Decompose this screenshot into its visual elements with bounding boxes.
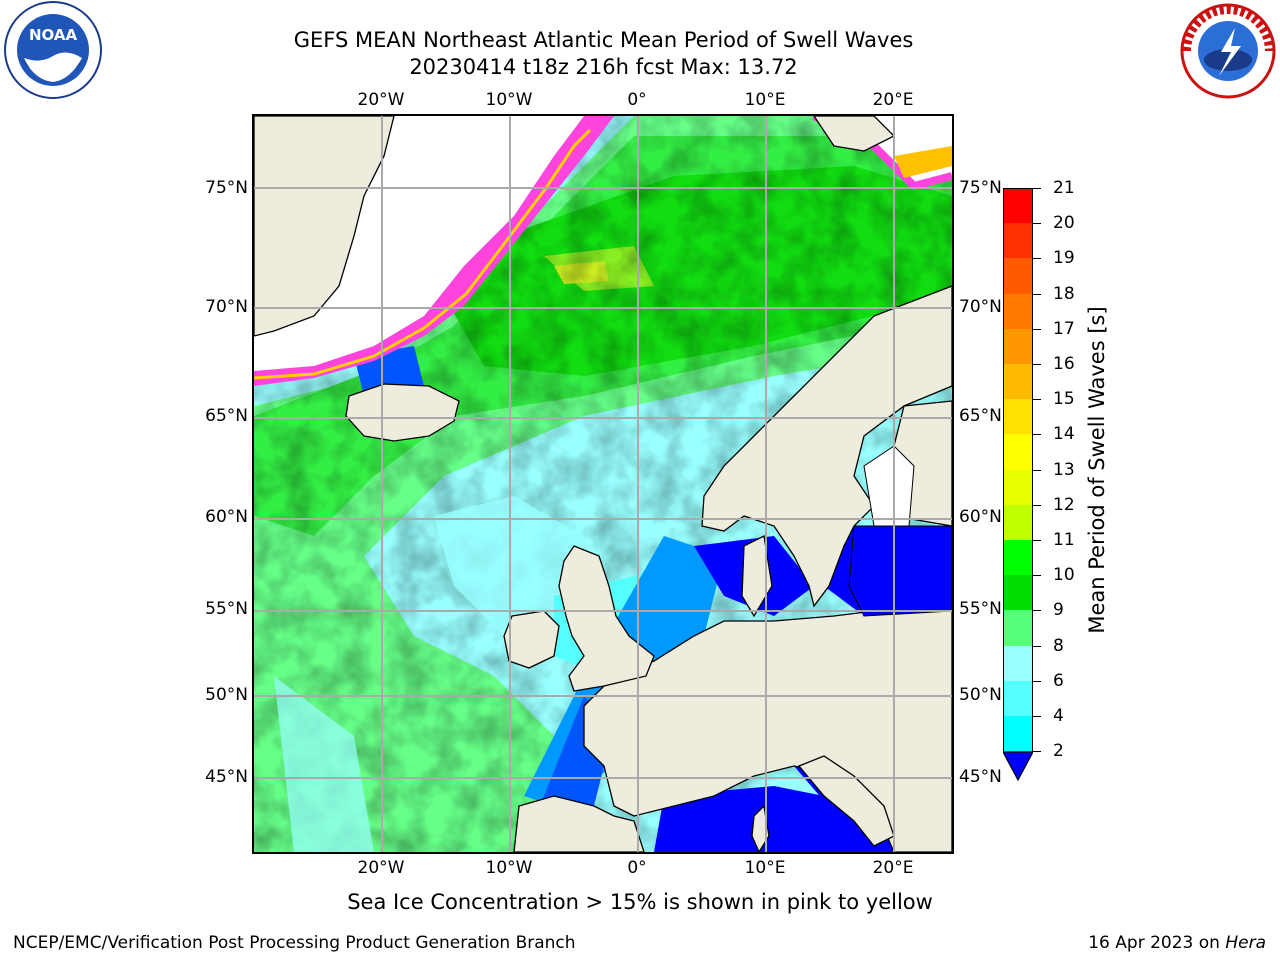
colorbar-segment [1003, 680, 1033, 717]
colorbar-tick [1033, 293, 1041, 295]
lon-label-top-20e: 20°E [872, 90, 914, 110]
lat-label-left-50n: 50°N [205, 685, 248, 705]
lat-label-right-75n: 75°N [959, 178, 1002, 198]
colorbar-tick [1033, 645, 1041, 647]
colorbar-tick [1033, 258, 1041, 260]
colorbar-tick [1033, 540, 1041, 541]
colorbar-tick [1033, 188, 1041, 189]
footer-machine: Hera [1225, 933, 1266, 953]
lon-label-bottom-20w: 20°W [357, 858, 405, 878]
colorbar-tick [1033, 469, 1041, 471]
colorbar-tick [1033, 364, 1041, 365]
chart-subtitle: 20230414 t18z 216h fcst Max: 13.72 [409, 55, 798, 79]
colorbar-tick [1033, 434, 1041, 436]
colorbar-tick-label: 21 [1053, 178, 1075, 198]
colorbar-tick [1033, 610, 1041, 612]
colorbar-tick [1033, 399, 1041, 401]
sea-ice-note: Sea Ice Concentration > 15% is shown in … [347, 890, 933, 914]
lat-label-right-55n: 55°N [959, 599, 1002, 619]
colorbar-segment [1003, 575, 1033, 611]
colorbar-tick-label: 16 [1053, 354, 1075, 374]
lon-label-bottom-10e: 10°E [744, 858, 786, 878]
lon-label-top-10e: 10°E [744, 90, 786, 110]
colorbar-tick-label: 6 [1053, 670, 1064, 691]
lat-label-left-70n: 70°N [205, 297, 248, 317]
lon-label-bottom-20e: 20°E [872, 858, 914, 878]
colorbar-segment [1003, 469, 1033, 506]
lat-label-right-70n: 70°N [959, 297, 1002, 317]
colorbar-segment [1003, 716, 1033, 752]
colorbar-tick-label: 10 [1053, 565, 1075, 586]
lon-label-top-0: 0° [627, 90, 647, 110]
lat-label-left-55n: 55°N [205, 599, 248, 619]
colorbar-segment [1003, 258, 1033, 295]
colorbar-tick [1033, 328, 1041, 330]
colorbar-segment [1003, 399, 1033, 435]
colorbar-segment [1003, 328, 1033, 365]
colorbar-tick-label: 12 [1053, 494, 1075, 515]
lon-label-top-10w: 10°W [485, 90, 533, 110]
colorbar-segment [1003, 540, 1033, 576]
colorbar-tick-label: 9 [1053, 600, 1064, 621]
colorbar-tick-label: 4 [1053, 706, 1064, 726]
svg-text:NOAA: NOAA [29, 26, 78, 44]
colorbar-tick [1033, 716, 1041, 717]
colorbar-segment [1003, 188, 1033, 224]
lat-label-right-60n: 60°N [959, 507, 1002, 527]
lat-label-left-45n: 45°N [205, 767, 248, 787]
national-weather-service-logo [1180, 3, 1276, 99]
colorbar-tick [1033, 504, 1041, 506]
colorbar-segment [1003, 434, 1033, 471]
colorbar-tick-label: 14 [1053, 424, 1075, 445]
colorbar-segment [1003, 364, 1033, 400]
colorbar-segment [1003, 610, 1033, 647]
lat-label-right-65n: 65°N [959, 406, 1002, 426]
colorbar-segment [1003, 504, 1033, 541]
colorbar-tick-label: 8 [1053, 635, 1064, 656]
map-panel [252, 114, 954, 854]
colorbar-segment [1003, 645, 1033, 682]
colorbar-tick-label: 2 [1053, 741, 1064, 762]
colorbar-tick [1033, 223, 1041, 225]
colorbar-tick-label: 11 [1053, 530, 1075, 550]
colorbar-tick-label: 13 [1053, 459, 1075, 480]
colorbar-tick-label: 20 [1053, 213, 1075, 234]
lon-label-bottom-0: 0° [627, 858, 647, 878]
lat-label-left-60n: 60°N [205, 507, 248, 527]
colorbar-tick [1033, 751, 1041, 753]
lat-label-right-50n: 50°N [959, 685, 1002, 705]
colorbar-tick [1033, 575, 1041, 577]
lat-label-left-75n: 75°N [205, 178, 248, 198]
footer-credit: NCEP/EMC/Verification Post Processing Pr… [13, 933, 576, 953]
footer-date: 16 Apr 2023 on Hera [1088, 933, 1266, 953]
colorbar-extend-arrow [1003, 751, 1033, 782]
colorbar-segment [1003, 223, 1033, 259]
colorbar-tick-label: 19 [1053, 248, 1075, 269]
lon-label-bottom-10w: 10°W [485, 858, 533, 878]
colorbar-tick-label: 18 [1053, 283, 1075, 304]
noaa-logo: NOAA [4, 1, 102, 99]
colorbar-label: Mean Period of Swell Waves [s] [1085, 306, 1109, 634]
chart-title: GEFS MEAN Northeast Atlantic Mean Period… [293, 28, 914, 52]
footer-date-text: 16 Apr 2023 on [1088, 933, 1226, 953]
map-canvas [254, 116, 952, 852]
colorbar-segment [1003, 293, 1033, 330]
lat-label-right-45n: 45°N [959, 767, 1002, 787]
lon-label-top-20w: 20°W [357, 90, 405, 110]
lat-label-left-65n: 65°N [205, 406, 248, 426]
colorbar-tick [1033, 680, 1041, 682]
colorbar-tick-label: 17 [1053, 318, 1075, 339]
colorbar-tick-label: 15 [1053, 389, 1075, 410]
